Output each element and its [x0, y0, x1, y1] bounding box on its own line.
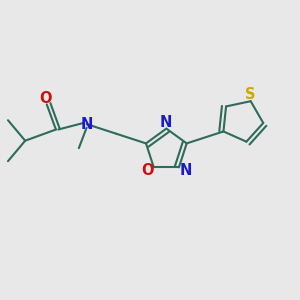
Text: O: O — [39, 91, 52, 106]
Text: N: N — [179, 163, 192, 178]
Text: S: S — [245, 87, 256, 102]
Text: N: N — [80, 117, 92, 132]
Text: O: O — [141, 163, 154, 178]
Text: N: N — [159, 115, 172, 130]
